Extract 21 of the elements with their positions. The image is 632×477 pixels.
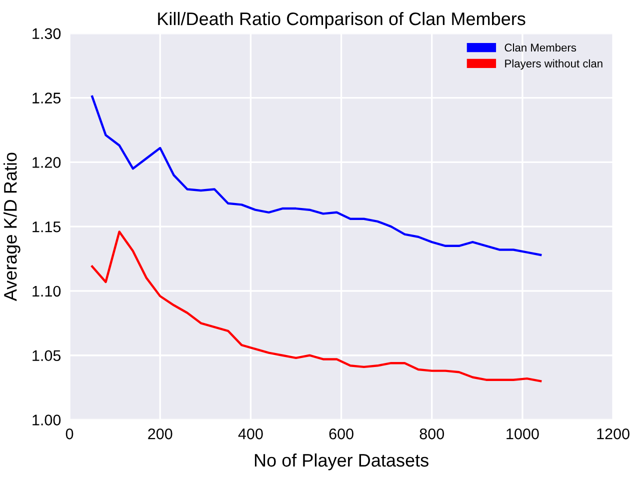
x-axis-title: No of Player Datasets — [254, 453, 428, 470]
x-tick-label: 1200 — [597, 428, 630, 440]
x-tick-label: 600 — [329, 428, 354, 440]
y-axis-title: Average K/D Ratio — [4, 152, 20, 302]
legend-label: Clan Members — [504, 43, 576, 52]
line-series — [91, 95, 542, 256]
chart-title: Kill/Death Ratio Comparison of Clan Members — [158, 12, 526, 29]
y-tick-label: 1.10 — [32, 286, 61, 297]
x-tick-label: 1000 — [506, 428, 539, 440]
x-tick-label: 400 — [238, 428, 263, 440]
y-tick-label: 1.30 — [32, 28, 61, 40]
y-tick-label: 1.15 — [32, 222, 61, 232]
y-tick-label: 1.20 — [32, 157, 61, 168]
y-tick-label: 1.25 — [32, 92, 61, 104]
x-tick-label: 800 — [420, 428, 444, 440]
y-tick-label: 1.05 — [32, 350, 61, 362]
line-series — [91, 230, 542, 382]
legend-label: Players without clan — [505, 59, 602, 70]
y-tick-label: 1.00 — [32, 414, 61, 426]
x-tick-label: 0 — [66, 428, 74, 440]
x-tick-label: 200 — [148, 428, 172, 440]
